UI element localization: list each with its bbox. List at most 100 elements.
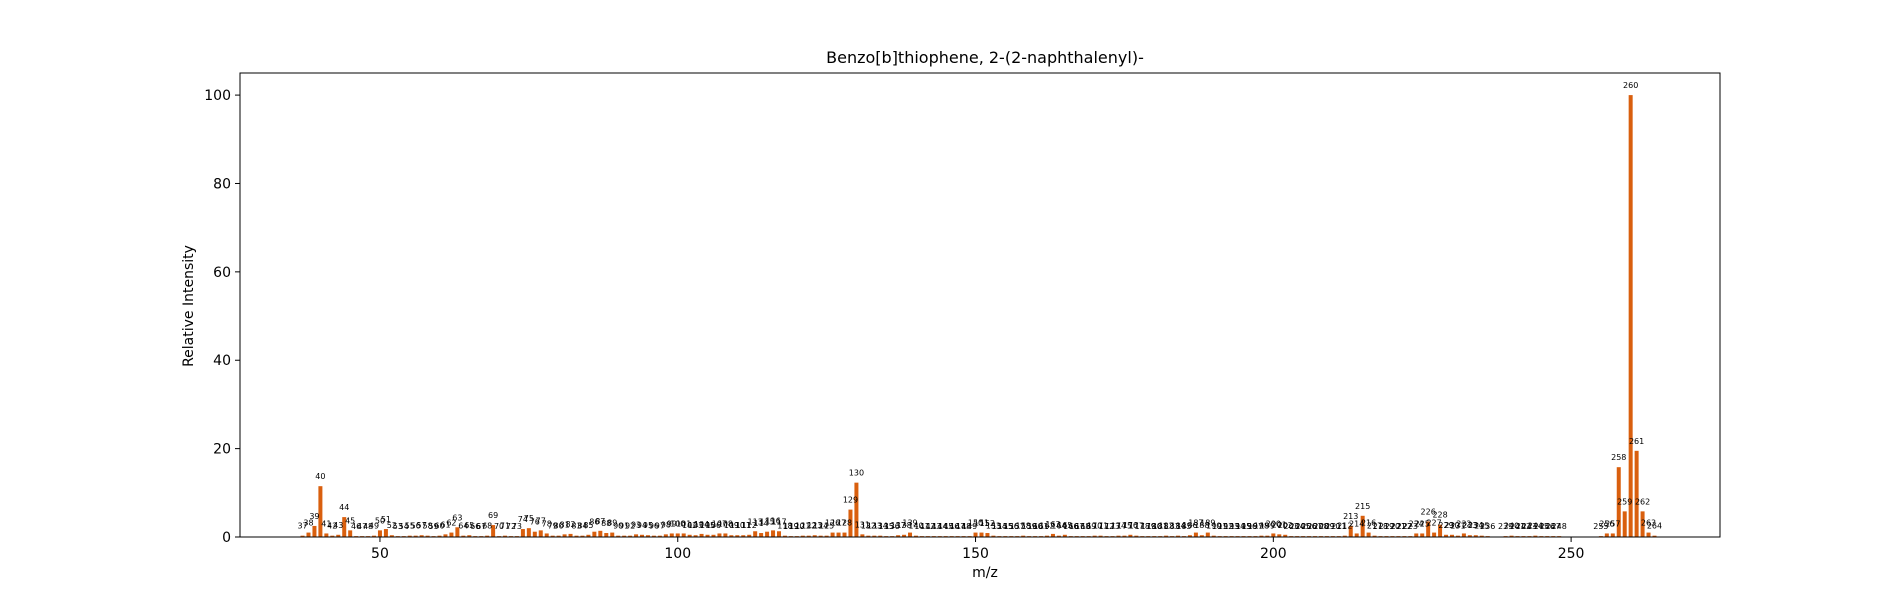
peak-label: 72	[506, 522, 516, 531]
y-tick-label: 40	[213, 353, 231, 369]
peak-bar	[1205, 532, 1210, 537]
peak-label: 182	[1158, 522, 1173, 531]
peak-label: 167	[1069, 522, 1084, 531]
peak-label: 101	[676, 519, 691, 528]
peak-label: 87	[595, 517, 605, 526]
peak-label: 166	[1063, 522, 1078, 531]
peak-label: 185	[1176, 522, 1191, 531]
peak-label: 151	[974, 519, 989, 528]
peak-bar	[1509, 535, 1514, 537]
peak-bar	[812, 535, 817, 537]
peak-bar	[1479, 535, 1484, 537]
peak-label: 241	[1510, 522, 1525, 531]
peak-label: 218	[1373, 522, 1388, 531]
peak-label: 195	[1236, 522, 1251, 531]
peak-label: 95	[643, 521, 653, 530]
peak-label: 64	[458, 522, 468, 531]
peak-bar	[1473, 535, 1478, 537]
peak-label: 154	[992, 522, 1007, 531]
peak-bar	[1640, 511, 1645, 537]
peak-bar	[532, 531, 537, 537]
peak-label: 183	[1164, 522, 1179, 531]
peak-label: 169	[1081, 522, 1096, 531]
peak-label: 81	[559, 520, 569, 529]
peak-bar	[699, 533, 704, 537]
peak-label: 158	[1016, 522, 1031, 531]
peak-label: 164	[1051, 522, 1066, 531]
peak-bar	[1420, 533, 1425, 537]
peak-label: 106	[706, 521, 721, 530]
peak-bar	[776, 531, 781, 537]
peak-label: 69	[488, 511, 498, 520]
peak-label: 109	[724, 521, 739, 530]
peak-label: 210	[1325, 522, 1340, 531]
peak-bar	[467, 535, 472, 537]
peak-bar	[1432, 532, 1437, 537]
peak-label: 223	[1403, 522, 1418, 531]
peak-bar	[979, 532, 984, 537]
peak-label: 73	[512, 522, 522, 531]
peak-label: 256	[1599, 519, 1614, 528]
peak-bar	[1444, 534, 1449, 537]
peak-bar	[443, 534, 448, 537]
peak-bar	[1628, 95, 1633, 537]
peak-bar	[800, 535, 805, 537]
peak-bar	[818, 535, 823, 537]
peak-label: 152	[980, 519, 995, 528]
peak-bar	[407, 535, 412, 537]
peak-bar	[1622, 511, 1627, 537]
peak-label: 211	[1331, 522, 1346, 531]
peak-label: 68	[482, 522, 492, 531]
peak-bar	[860, 534, 865, 537]
peak-label: 59	[428, 522, 438, 531]
peak-label: 244	[1528, 522, 1543, 531]
peak-label: 52	[387, 521, 397, 530]
y-axis-label: Relative Intensity	[181, 245, 197, 367]
peak-bar	[1128, 534, 1133, 537]
peak-label: 88	[601, 519, 611, 528]
x-tick-label: 100	[664, 546, 691, 562]
peak-label: 258	[1611, 453, 1626, 462]
peak-label: 180	[1147, 522, 1162, 531]
peak-bar	[1610, 533, 1615, 537]
peak-bar	[878, 535, 883, 537]
peak-label: 91	[619, 522, 629, 531]
peak-bar	[610, 532, 615, 537]
peak-label: 204	[1289, 522, 1304, 531]
peak-label: 50	[375, 516, 385, 525]
peak-bar	[753, 531, 758, 537]
y-tick-label: 0	[222, 530, 231, 546]
peak-bar	[1062, 534, 1067, 537]
peak-bar	[705, 534, 710, 537]
peak-bar	[461, 535, 466, 537]
peak-label: 48	[363, 522, 373, 531]
peak-bar	[711, 534, 716, 537]
peak-label: 150	[968, 519, 983, 528]
peak-bar	[669, 533, 674, 537]
peak-label: 236	[1480, 522, 1495, 531]
peak-label: 93	[631, 520, 641, 529]
peak-label: 262	[1635, 497, 1650, 506]
peak-bar	[1187, 535, 1192, 537]
peak-label: 77	[536, 516, 546, 525]
peak-bar	[562, 534, 567, 537]
peak-bar	[1021, 535, 1026, 537]
peak-label: 54	[399, 522, 409, 531]
peak-label: 78	[542, 519, 552, 528]
peak-bar	[973, 532, 978, 537]
peak-label: 240	[1504, 522, 1519, 531]
peak-bar	[985, 533, 990, 537]
peak-label: 216	[1361, 519, 1376, 528]
peak-bar	[1122, 535, 1127, 537]
peak-label: 60	[434, 522, 444, 531]
peak-label: 112	[742, 521, 757, 530]
peak-label: 170	[1087, 522, 1102, 531]
peak-bar	[1414, 533, 1419, 537]
peak-label: 193	[1224, 522, 1239, 531]
y-tick-label: 80	[213, 176, 231, 192]
peak-label: 90	[613, 522, 623, 531]
peak-bar	[872, 535, 877, 537]
peak-bar	[1211, 535, 1216, 537]
peak-label: 75	[524, 514, 534, 523]
peak-label: 222	[1397, 522, 1412, 531]
